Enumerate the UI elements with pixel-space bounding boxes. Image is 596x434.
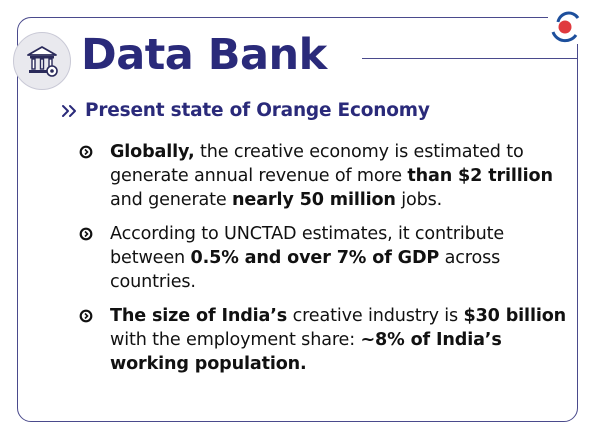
brand-logo (548, 8, 582, 44)
item-bold-text: nearly 50 million (232, 190, 396, 210)
item-bold-text: ~8% of India’s working population. (110, 330, 502, 374)
item-text: jobs. (395, 190, 443, 210)
item-bold-text: $30 billion (463, 306, 567, 326)
title-divider (362, 58, 578, 59)
item-text: with the employment share: (110, 330, 361, 350)
circle-arrow-bullet-icon (79, 309, 93, 323)
list-item: The size of India’s creative industry is… (77, 304, 567, 376)
bullet-list: Globally, the creative economy is estima… (77, 140, 567, 386)
item-bold-text: than $2 trillion (407, 166, 553, 186)
bank-building-icon (13, 32, 71, 90)
section-heading-text: Present state of Orange Economy (85, 100, 430, 121)
item-text: creative industry is (287, 306, 464, 326)
item-text: the creative economy is estimated to gen… (110, 142, 524, 186)
item-text: across countries. (110, 248, 501, 292)
item-text: and generate (110, 190, 233, 210)
list-item: Globally, the creative economy is estima… (77, 140, 567, 212)
circle-arrow-bullet-icon (79, 145, 93, 159)
item-bold-text: The size of India’s (110, 306, 288, 326)
item-text: According to UNCTAD estimates, it contri… (110, 224, 505, 268)
item-bold-text: Globally, (110, 142, 195, 162)
page-title: Data Bank (81, 26, 335, 84)
data-bank-card (17, 17, 578, 422)
circle-arrow-bullet-icon (79, 227, 93, 241)
item-bold-text: 0.5% and over 7% of GDP (190, 248, 440, 268)
section-heading: Present state of Orange Economy (61, 100, 430, 121)
double-chevron-right-icon (62, 104, 76, 117)
list-item: According to UNCTAD estimates, it contri… (77, 222, 567, 294)
